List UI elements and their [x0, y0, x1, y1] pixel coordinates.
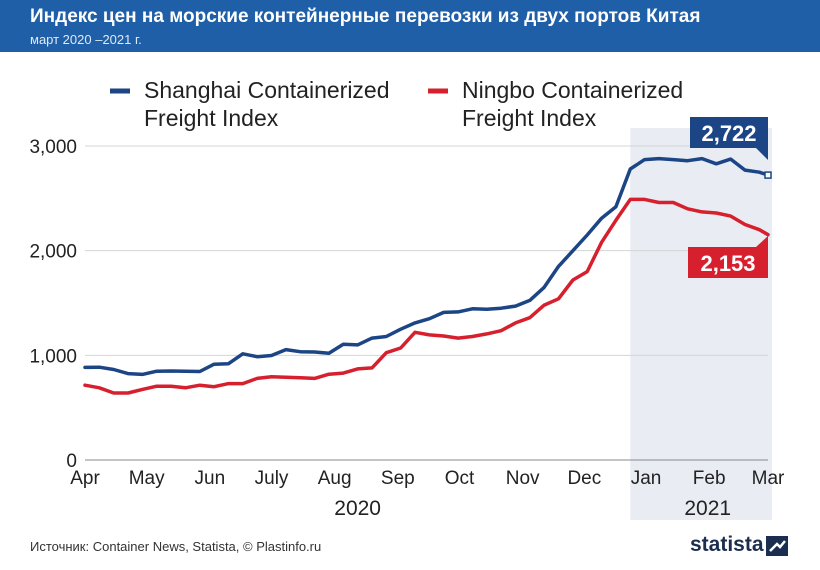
- year-label: 2020: [334, 497, 381, 520]
- source-note: Источник: Container News, Statista, © Pl…: [30, 539, 322, 554]
- shanghai-value-badge-pointer: [756, 148, 768, 160]
- shanghai-value-badge: [690, 117, 768, 148]
- x-tick-label: Nov: [506, 468, 540, 489]
- x-tick-label: Sep: [381, 468, 415, 489]
- year-2021-shading: [630, 128, 772, 520]
- shanghai-end-marker: [764, 171, 772, 179]
- y-tick-label: 1,000: [29, 346, 77, 367]
- chart-subtitle: март 2020 –2021 г.: [30, 32, 142, 47]
- x-tick-label: Feb: [693, 468, 726, 489]
- x-tick-label: Mar: [752, 468, 785, 489]
- y-tick-label: 2,000: [29, 242, 77, 263]
- title-bar: Индекс цен на морские контейнерные перев…: [0, 0, 820, 52]
- shanghai-value-label: 2,722: [701, 121, 756, 146]
- y-tick-label: 3,000: [29, 137, 77, 158]
- x-tick-label: May: [129, 468, 165, 489]
- ningbo-value-badge: [688, 247, 768, 278]
- x-tick-label: July: [255, 468, 289, 489]
- statista-logo-icon: [766, 536, 788, 556]
- x-tick-label: Oct: [445, 468, 475, 489]
- legend-label-shanghai: Shanghai Containerized Freight Index: [144, 77, 390, 131]
- x-tick-label: Dec: [567, 468, 601, 489]
- statista-logo: statista: [690, 533, 764, 556]
- ningbo-value-badge-pointer: [756, 236, 768, 247]
- x-tick-label: Jun: [195, 468, 226, 489]
- series-line-shanghai: [83, 156, 770, 377]
- series-line-ningbo: [83, 197, 770, 395]
- legend-label-ningbo: Ningbo Containerized Freight Index: [462, 77, 683, 131]
- x-tick-label: Jan: [631, 468, 662, 489]
- chart-title: Индекс цен на морские контейнерные перев…: [30, 6, 701, 27]
- year-label: 2021: [684, 497, 731, 520]
- x-tick-label: Aug: [318, 468, 352, 489]
- ningbo-value-label: 2,153: [700, 251, 755, 276]
- x-tick-label: Apr: [70, 468, 100, 489]
- y-tick-label: 0: [66, 451, 77, 472]
